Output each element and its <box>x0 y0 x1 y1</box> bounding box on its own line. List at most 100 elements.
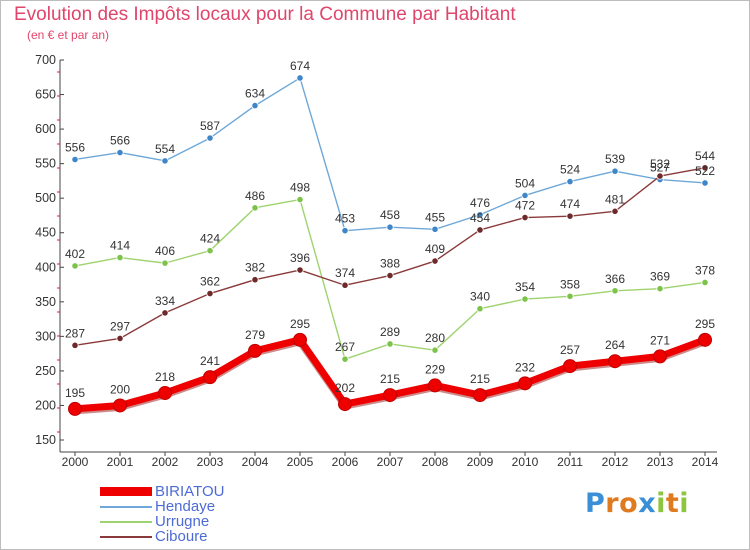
series-point-ciboure <box>521 213 529 222</box>
data-label-hendaye: 453 <box>335 212 355 226</box>
logo-letter: P <box>585 488 606 519</box>
data-label-urrugne: 378 <box>695 263 715 277</box>
series-point-ciboure <box>611 207 619 215</box>
series-point-hendaye <box>161 157 169 165</box>
series-point-biriatou <box>338 397 352 412</box>
legend-item-urrugne[interactable]: Urrugne <box>100 514 224 529</box>
data-label-urrugne: 340 <box>470 290 490 304</box>
data-label-ciboure: 334 <box>155 294 175 308</box>
data-label-ciboure: 474 <box>560 197 580 211</box>
series-point-hendaye <box>521 191 529 200</box>
x-tick-label: 2004 <box>242 455 269 469</box>
legend-item-ciboure[interactable]: Ciboure <box>100 529 224 544</box>
data-label-urrugne: 267 <box>335 340 355 354</box>
data-label-ciboure: 544 <box>695 149 715 163</box>
series-point-biriatou <box>653 349 667 364</box>
data-label-ciboure: 287 <box>65 326 85 340</box>
y-tick-label: 500 <box>35 191 56 205</box>
data-label-biriatou: 215 <box>470 372 490 386</box>
x-tick-label: 2014 <box>692 455 719 469</box>
series-point-biriatou <box>113 398 127 413</box>
legend-label-urrugne: Urrugne <box>155 513 210 530</box>
series-point-urrugne <box>521 295 529 303</box>
series-point-ciboure <box>206 289 214 298</box>
series-point-biriatou <box>203 370 217 385</box>
data-label-biriatou: 241 <box>200 354 220 368</box>
series-point-ciboure <box>431 257 439 265</box>
series-point-hendaye <box>386 223 394 231</box>
data-label-urrugne: 369 <box>650 270 670 284</box>
y-tick-label: 300 <box>35 329 56 343</box>
series-point-urrugne <box>341 355 349 363</box>
y-tick-label: 600 <box>35 122 56 136</box>
y-tick-label: 400 <box>35 260 56 274</box>
data-label-biriatou: 257 <box>560 343 580 357</box>
x-tick-label: 2002 <box>152 455 179 469</box>
y-tick-label: 350 <box>35 295 56 309</box>
x-tick-label: 2013 <box>647 455 674 469</box>
data-label-hendaye: 634 <box>245 87 265 101</box>
series-point-ciboure <box>296 266 304 274</box>
data-label-biriatou: 200 <box>110 382 130 396</box>
series-point-hendaye <box>296 74 304 82</box>
legend-label-hendaye: Hendaye <box>155 498 216 515</box>
x-tick-label: 2005 <box>287 455 314 469</box>
legend-swatch-urrugne <box>100 520 152 523</box>
data-label-urrugne: 366 <box>605 272 625 286</box>
data-label-biriatou: 215 <box>380 372 400 386</box>
series-point-ciboure <box>656 172 664 180</box>
data-label-hendaye: 539 <box>605 152 625 166</box>
data-label-ciboure: 382 <box>245 261 265 275</box>
data-label-ciboure: 409 <box>425 242 445 256</box>
series-point-hendaye <box>431 225 439 233</box>
series-point-hendaye <box>206 134 214 142</box>
legend-item-biriatou[interactable]: BIRIATOU <box>100 484 224 499</box>
series-point-ciboure <box>116 334 124 343</box>
data-label-biriatou: 295 <box>695 317 715 331</box>
series-point-hendaye <box>476 211 484 219</box>
y-tick-label: 700 <box>35 53 56 67</box>
series-point-urrugne <box>611 287 619 295</box>
x-tick-label: 2011 <box>557 455 583 469</box>
data-label-biriatou: 195 <box>65 386 85 400</box>
legend-item-hendaye[interactable]: Hendaye <box>100 499 224 514</box>
x-tick-label: 2007 <box>377 455 404 469</box>
data-label-urrugne: 406 <box>155 244 175 258</box>
data-label-ciboure: 532 <box>650 157 670 171</box>
data-label-biriatou: 295 <box>290 317 310 331</box>
logo-letter: i <box>679 488 690 519</box>
series-point-urrugne <box>71 262 79 270</box>
y-tick-label: 250 <box>35 364 56 378</box>
series-point-ciboure <box>386 271 394 280</box>
series-point-urrugne <box>566 292 574 300</box>
proxiti-logo: Proxiti <box>585 488 689 519</box>
series-point-biriatou <box>428 378 442 393</box>
series-point-urrugne <box>701 278 709 287</box>
data-label-ciboure: 472 <box>515 199 535 213</box>
series-point-urrugne <box>476 305 484 313</box>
x-tick-label: 2009 <box>467 455 494 469</box>
series-point-biriatou <box>248 343 262 358</box>
series-point-ciboure <box>251 276 259 284</box>
data-label-hendaye: 522 <box>695 164 715 178</box>
logo-letter: r <box>605 488 620 519</box>
x-tick-label: 2001 <box>107 455 134 469</box>
data-label-urrugne: 354 <box>515 280 535 294</box>
data-label-urrugne: 414 <box>110 239 130 253</box>
data-label-ciboure: 396 <box>290 251 310 265</box>
data-label-hendaye: 458 <box>380 208 400 222</box>
legend-swatch-ciboure <box>100 535 152 538</box>
y-tick-label: 550 <box>35 157 56 171</box>
y-tick-label: 650 <box>35 88 56 102</box>
x-tick-label: 2008 <box>422 455 449 469</box>
logo-letter: o <box>619 488 639 519</box>
series-point-biriatou <box>383 388 397 403</box>
x-tick-label: 2010 <box>512 455 539 469</box>
series-point-ciboure <box>476 226 484 234</box>
data-label-hendaye: 527 <box>650 161 670 175</box>
legend-label-biriatou: BIRIATOU <box>155 483 225 500</box>
y-tick-label: 200 <box>35 398 56 412</box>
series-point-urrugne <box>161 259 169 267</box>
series-point-urrugne <box>431 346 439 354</box>
